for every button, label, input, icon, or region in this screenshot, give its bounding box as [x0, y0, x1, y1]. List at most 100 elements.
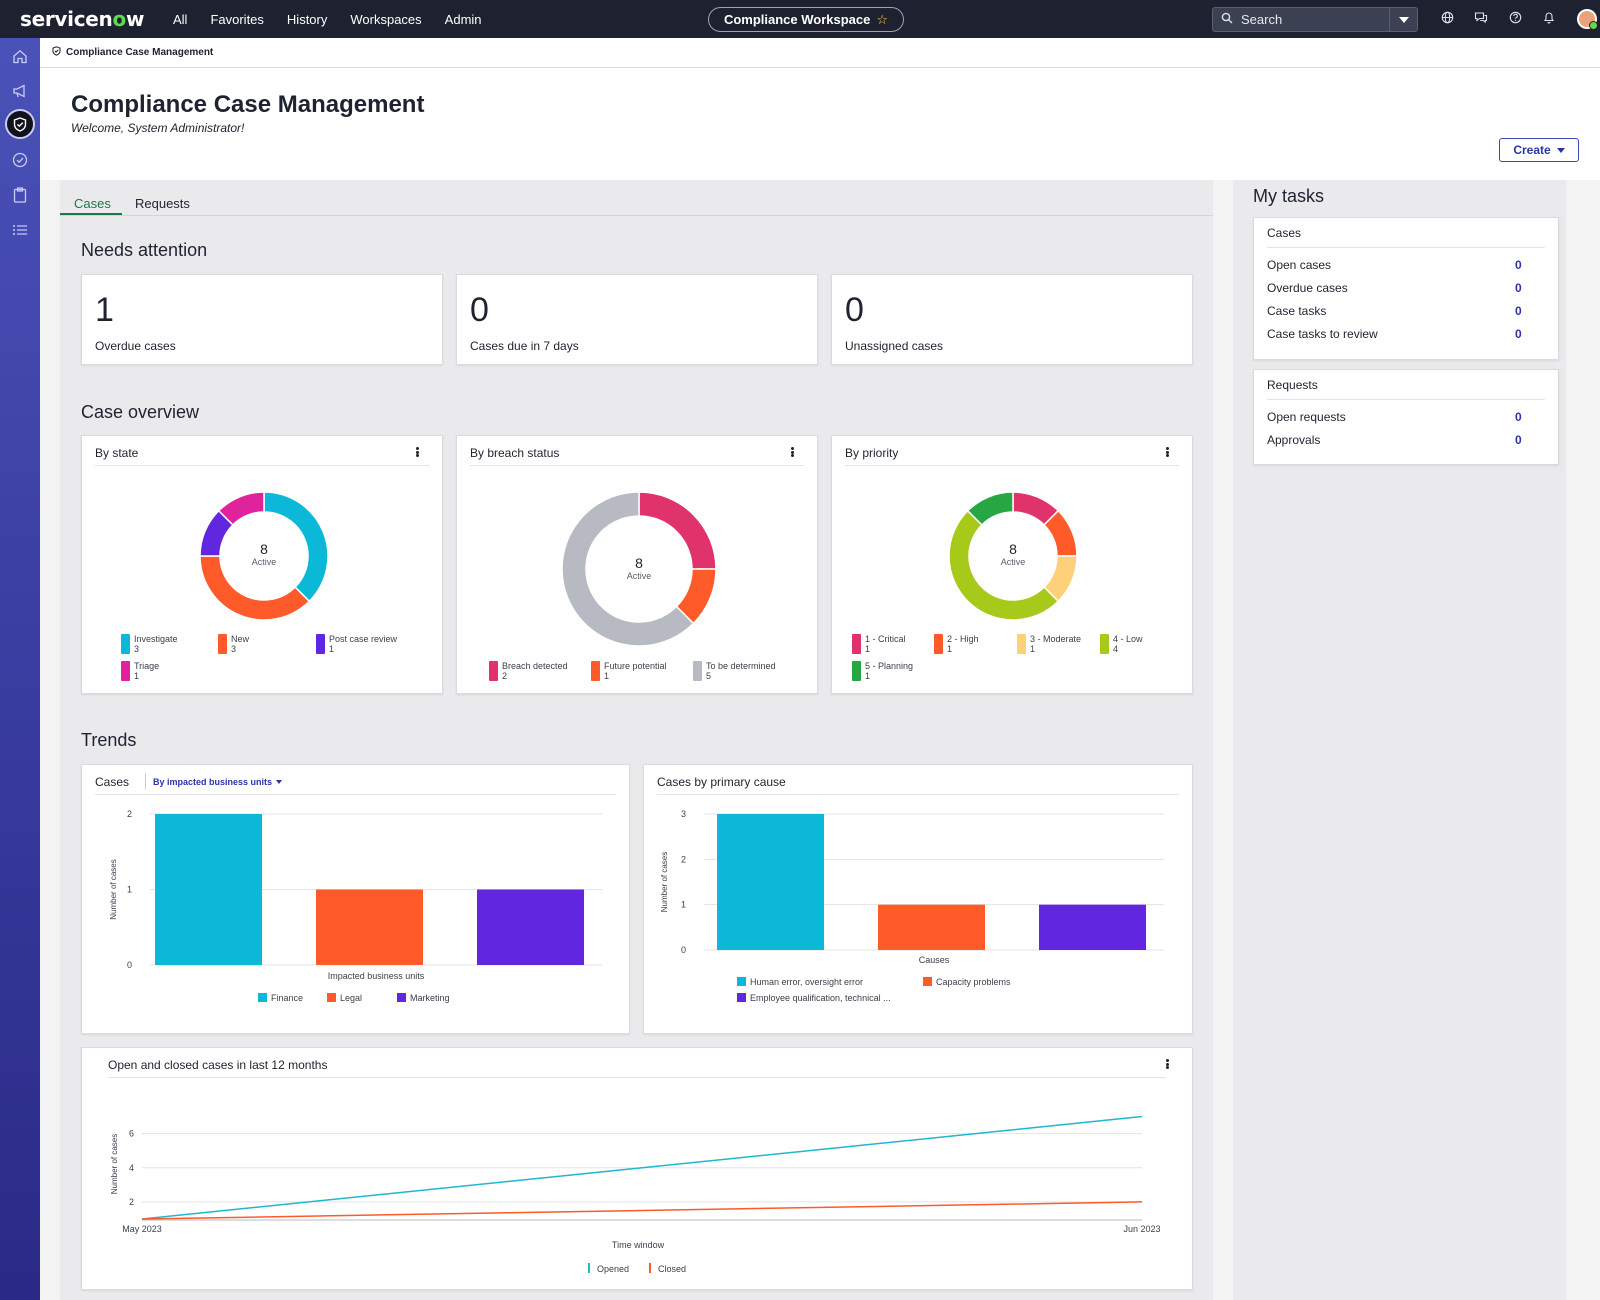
- unassigned-cases-card[interactable]: 0 Unassigned cases: [831, 274, 1193, 365]
- legend-label[interactable]: Legal: [340, 993, 362, 1003]
- task-row[interactable]: Approvals 0: [1267, 433, 1527, 447]
- kebab-menu-icon[interactable]: [1162, 445, 1172, 459]
- bell-icon[interactable]: [1532, 11, 1566, 27]
- y-tick-label: 1: [681, 900, 686, 910]
- legend-label[interactable]: Opened: [597, 1264, 629, 1274]
- legend-item[interactable]: Investigate 3: [121, 634, 178, 654]
- task-count[interactable]: 0: [1515, 304, 1522, 318]
- donut-slice[interactable]: [948, 509, 1060, 621]
- tab-cases[interactable]: Cases: [74, 196, 111, 211]
- divider: [1267, 399, 1545, 400]
- task-row[interactable]: Open requests 0: [1267, 410, 1527, 424]
- legend-label[interactable]: Marketing: [410, 993, 450, 1003]
- legend-item[interactable]: 4 - Low 4: [1100, 634, 1143, 654]
- legend-item[interactable]: To be determined 5: [693, 661, 776, 681]
- legend-item[interactable]: New 3: [218, 634, 249, 654]
- legend-item[interactable]: 1 - Critical 1: [852, 634, 906, 654]
- legend-item[interactable]: 2 - High 1: [934, 634, 979, 654]
- open-closed-line-chart: 2 4 6 May 2023 Jun 2023 Number of cases Time w…: [110, 1115, 1161, 1274]
- home-icon[interactable]: [8, 44, 32, 68]
- legend-swatch: [1017, 634, 1026, 654]
- shield-icon[interactable]: [5, 109, 35, 139]
- search-scope-dropdown[interactable]: [1389, 8, 1417, 31]
- task-row[interactable]: Open cases 0: [1267, 258, 1527, 272]
- kebab-menu-icon[interactable]: [787, 445, 797, 459]
- legend-label[interactable]: Closed: [658, 1264, 686, 1274]
- task-count[interactable]: 0: [1515, 327, 1522, 341]
- servicenow-logo[interactable]: servicenow: [20, 7, 145, 31]
- nav-admin[interactable]: Admin: [444, 11, 482, 27]
- legend-label[interactable]: Employee qualification, technical ...: [750, 993, 891, 1003]
- globe-icon[interactable]: [1430, 11, 1464, 27]
- list-icon[interactable]: [8, 218, 32, 242]
- bar[interactable]: [477, 889, 584, 966]
- task-row[interactable]: Overdue cases 0: [1267, 281, 1527, 295]
- nav-history[interactable]: History: [286, 11, 328, 27]
- legend-item[interactable]: Post case review 1: [316, 634, 397, 654]
- task-count[interactable]: 0: [1515, 410, 1522, 424]
- stat-label: Overdue cases: [95, 339, 176, 353]
- donut-slice[interactable]: [638, 492, 717, 570]
- task-count[interactable]: 0: [1515, 258, 1522, 272]
- legend-name: 5 - Planning: [865, 661, 914, 671]
- card-title: By breach status: [470, 446, 560, 460]
- search-input[interactable]: [1241, 12, 1381, 27]
- chat-icon[interactable]: [1464, 11, 1498, 27]
- series-line[interactable]: [141, 1115, 1143, 1220]
- megaphone-icon[interactable]: [8, 79, 32, 103]
- by-state-donut[interactable]: 8 Active: [190, 491, 338, 621]
- legend-item[interactable]: Triage 1: [121, 661, 159, 681]
- help-icon[interactable]: [1498, 11, 1532, 27]
- cases-due-card[interactable]: 0 Cases due in 7 days: [456, 274, 818, 365]
- donut-center-value: 8: [260, 541, 268, 557]
- tab-requests[interactable]: Requests: [135, 196, 190, 211]
- kebab-menu-icon[interactable]: [1162, 1057, 1172, 1071]
- legend-count: 3: [134, 644, 140, 654]
- avatar[interactable]: [1577, 9, 1598, 30]
- donut-slice[interactable]: [561, 492, 695, 646]
- y-tick-label: 3: [681, 809, 686, 819]
- bar[interactable]: [717, 814, 824, 950]
- task-count[interactable]: 0: [1515, 433, 1522, 447]
- legend-swatch: [737, 977, 746, 986]
- legend-item[interactable]: 3 - Moderate 1: [1017, 634, 1081, 654]
- nav-workspaces[interactable]: Workspaces: [350, 11, 422, 27]
- nav-favorites[interactable]: Favorites: [210, 11, 264, 27]
- workspace-pill[interactable]: Compliance Workspace ☆: [708, 7, 904, 32]
- by-breach-donut[interactable]: 8 Active: [552, 492, 726, 646]
- business-units-dropdown[interactable]: By impacted business units: [153, 777, 283, 787]
- task-count[interactable]: 0: [1515, 281, 1522, 295]
- bar[interactable]: [1039, 904, 1146, 950]
- page-title: Compliance Case Management: [71, 91, 425, 118]
- bar[interactable]: [316, 889, 423, 966]
- star-icon[interactable]: ☆: [876, 11, 889, 27]
- dropdown-label: By impacted business units: [153, 777, 273, 787]
- bar[interactable]: [878, 904, 985, 950]
- legend-label[interactable]: Capacity problems: [936, 977, 1011, 987]
- donut-slice[interactable]: [263, 491, 329, 603]
- breadcrumb-item[interactable]: Compliance Case Management: [66, 47, 214, 58]
- donut-slice[interactable]: [217, 491, 265, 526]
- legend-item[interactable]: Future potential 1: [591, 661, 667, 681]
- my-tasks-panel: [1233, 180, 1566, 1300]
- legend-label[interactable]: Finance: [271, 993, 303, 1003]
- create-button[interactable]: Create: [1499, 138, 1579, 162]
- kebab-menu-icon[interactable]: [412, 445, 422, 459]
- chevron-down-icon: [1556, 147, 1565, 153]
- overdue-cases-card[interactable]: 1 Overdue cases: [81, 274, 443, 365]
- legend-label[interactable]: Human error, oversight error: [750, 977, 863, 987]
- nav-all[interactable]: All: [173, 11, 188, 27]
- by-priority-donut[interactable]: 8 Active: [939, 491, 1087, 621]
- task-row[interactable]: Case tasks to review 0: [1267, 327, 1527, 341]
- clipboard-icon[interactable]: [8, 183, 32, 207]
- legend-swatch: [1100, 634, 1109, 654]
- series-line[interactable]: [141, 1201, 1143, 1220]
- legend-swatch: [588, 1263, 590, 1273]
- check-circle-icon[interactable]: [8, 148, 32, 172]
- legend-item[interactable]: Breach detected 2: [489, 661, 568, 681]
- task-row[interactable]: Case tasks 0: [1267, 304, 1527, 318]
- bar[interactable]: [155, 814, 262, 965]
- x-tick-label: May 2023: [122, 1224, 162, 1234]
- donut-slice[interactable]: [966, 491, 1014, 526]
- legend-item[interactable]: 5 - Planning 1: [852, 661, 913, 681]
